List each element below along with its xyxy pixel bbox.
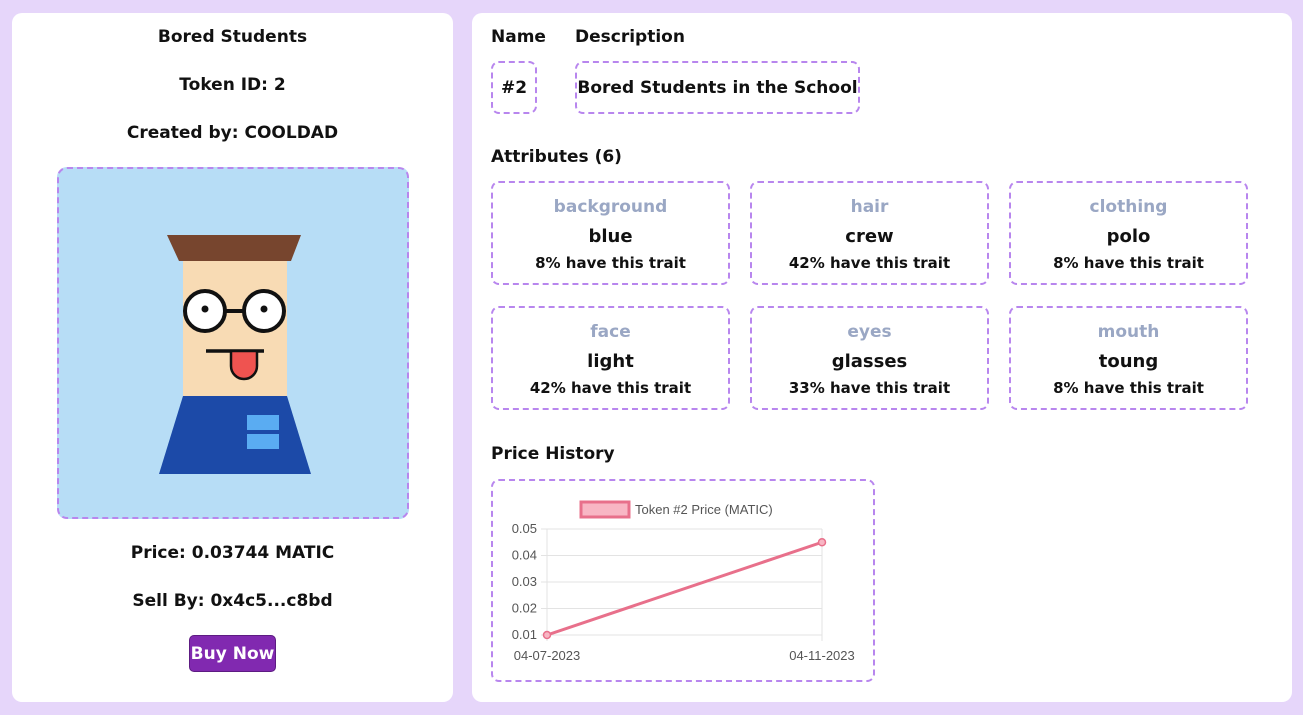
tongue-shape xyxy=(229,349,259,381)
attribute-card: eyes glasses 33% have this trait xyxy=(750,306,989,410)
legend-swatch[interactable] xyxy=(579,500,631,519)
attribute-card: hair crew 42% have this trait xyxy=(750,181,989,285)
creator: Created by: COOLDAD xyxy=(126,123,339,143)
y-tick-label: 0.03 xyxy=(512,574,537,589)
series-line xyxy=(546,540,823,637)
bored-student-illustration xyxy=(159,235,311,474)
attribute-value: light xyxy=(587,351,634,372)
attribute-percent: 42% have this trait xyxy=(529,379,692,397)
attribute-trait: clothing xyxy=(1089,197,1168,217)
description-label: Description xyxy=(575,27,685,47)
hair-shape xyxy=(167,235,301,261)
attribute-percent: 33% have this trait xyxy=(788,379,951,397)
x-tick-label: 04-07-2023 xyxy=(514,648,581,663)
price: Price: 0.03744 MATIC xyxy=(130,543,335,563)
legend-label[interactable]: Token #2 Price (MATIC) xyxy=(635,502,773,517)
attribute-card: background blue 8% have this trait xyxy=(491,181,730,285)
y-tick-label: 0.02 xyxy=(512,601,537,616)
attribute-trait: mouth xyxy=(1097,322,1160,342)
description-value: Bored Students in the School xyxy=(577,77,858,98)
attribute-trait: hair xyxy=(850,197,889,217)
price-history-label: Price History xyxy=(491,444,615,464)
attribute-value: glasses xyxy=(831,351,908,372)
shirt-shape xyxy=(159,396,311,474)
nft-card: Bored Students Token ID: 2 Created by: C… xyxy=(12,13,453,702)
description-value-box: Bored Students in the School xyxy=(575,61,860,114)
attribute-percent: 42% have this trait xyxy=(788,254,951,272)
attribute-trait: background xyxy=(553,197,668,217)
name-value: #2 xyxy=(500,77,528,98)
collection-title: Bored Students xyxy=(157,27,308,47)
chart-svg: Token #2 Price (MATIC) 0.05 0.04 0.03 0.02 0… xyxy=(512,500,855,663)
name-value-box: #2 xyxy=(491,61,537,114)
x-tick-label: 04-11-2023 xyxy=(789,648,855,663)
attribute-percent: 8% have this trait xyxy=(1053,254,1204,272)
data-point[interactable] xyxy=(542,630,552,640)
y-tick-label: 0.01 xyxy=(512,627,537,642)
details-card: Name Description #2 Bored Students in th… xyxy=(472,13,1292,702)
attribute-trait: face xyxy=(590,322,631,342)
attribute-value: crew xyxy=(845,226,894,247)
price-history-chart: Token #2 Price (MATIC) 0.05 0.04 0.03 0.02 0… xyxy=(491,479,875,682)
attribute-card: face light 42% have this trait xyxy=(491,306,730,410)
attribute-value: polo xyxy=(1106,226,1151,247)
attributes-label: Attributes (6) xyxy=(491,147,622,167)
attribute-percent: 8% have this trait xyxy=(1053,379,1204,397)
attribute-value: blue xyxy=(588,226,633,247)
seller: Sell By: 0x4c5...c8bd xyxy=(132,591,333,611)
attribute-card: mouth toung 8% have this trait xyxy=(1009,306,1248,410)
attribute-trait: eyes xyxy=(847,322,892,342)
token-id: Token ID: 2 xyxy=(179,75,286,95)
data-point[interactable] xyxy=(817,538,827,547)
attribute-percent: 8% have this trait xyxy=(535,254,686,272)
buy-now-button[interactable]: Buy Now xyxy=(189,635,276,672)
y-tick-label: 0.04 xyxy=(512,548,537,563)
y-tick-label: 0.05 xyxy=(512,521,537,536)
name-label: Name xyxy=(491,27,546,47)
attribute-card: clothing polo 8% have this trait xyxy=(1009,181,1248,285)
attribute-value: toung xyxy=(1098,351,1159,372)
nft-image xyxy=(57,167,409,519)
